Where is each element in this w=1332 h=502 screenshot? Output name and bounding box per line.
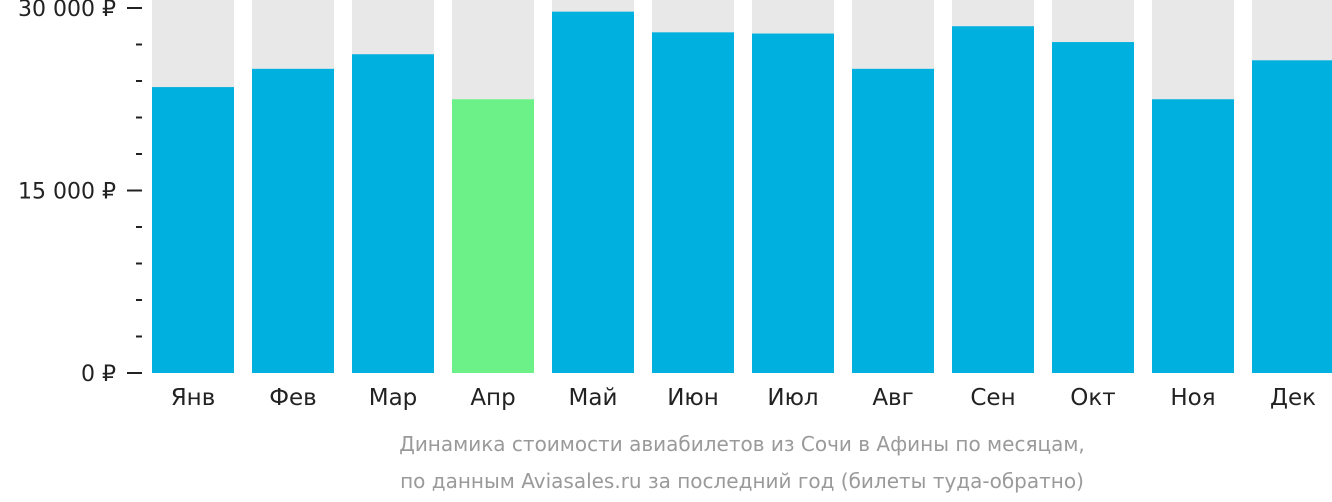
- bar-3: [352, 54, 434, 373]
- bar-9: [952, 26, 1034, 373]
- x-axis-labels: Янв Фев Мар Апр Май Июн Июл Авг Сен Окт Ноя Дек: [171, 385, 1316, 411]
- x-tick-label: Фев: [269, 385, 317, 411]
- y-tick-label: 30 000 ₽: [18, 0, 116, 22]
- bar-8: [852, 68, 934, 373]
- x-tick-label: Июл: [767, 385, 818, 411]
- x-tick-label: Ноя: [1170, 385, 1215, 411]
- y-tick-label: 15 000 ₽: [18, 180, 116, 205]
- bar-7: [752, 33, 834, 374]
- y-axis: 0 ₽ 15 000 ₽ 30 000 ₽: [18, 0, 142, 387]
- x-tick-label: Май: [569, 385, 618, 411]
- x-tick-label: Окт: [1070, 385, 1115, 411]
- bar-5: [552, 11, 634, 374]
- x-tick-label: Мар: [369, 385, 418, 411]
- caption-line-2: по данным Aviasales.ru за последний год …: [400, 469, 1084, 493]
- caption-line-1: Динамика стоимости авиабилетов из Сочи в…: [399, 432, 1085, 456]
- x-tick-label: Авг: [872, 385, 913, 411]
- bar-4: [452, 99, 534, 373]
- x-tick-label: Дек: [1270, 385, 1316, 411]
- y-tick-label: 0 ₽: [81, 362, 116, 387]
- bar-12: [1252, 60, 1332, 374]
- x-tick-label: Сен: [970, 385, 1015, 411]
- x-tick-label: Июн: [667, 385, 719, 411]
- x-tick-label: Янв: [171, 385, 216, 411]
- bar-1: [152, 87, 234, 373]
- x-tick-label: Апр: [470, 385, 515, 411]
- bars: [152, 11, 1332, 374]
- bar-6: [652, 32, 734, 373]
- bar-10: [1052, 42, 1134, 374]
- bar-2: [252, 68, 334, 373]
- bar-11: [1152, 99, 1234, 373]
